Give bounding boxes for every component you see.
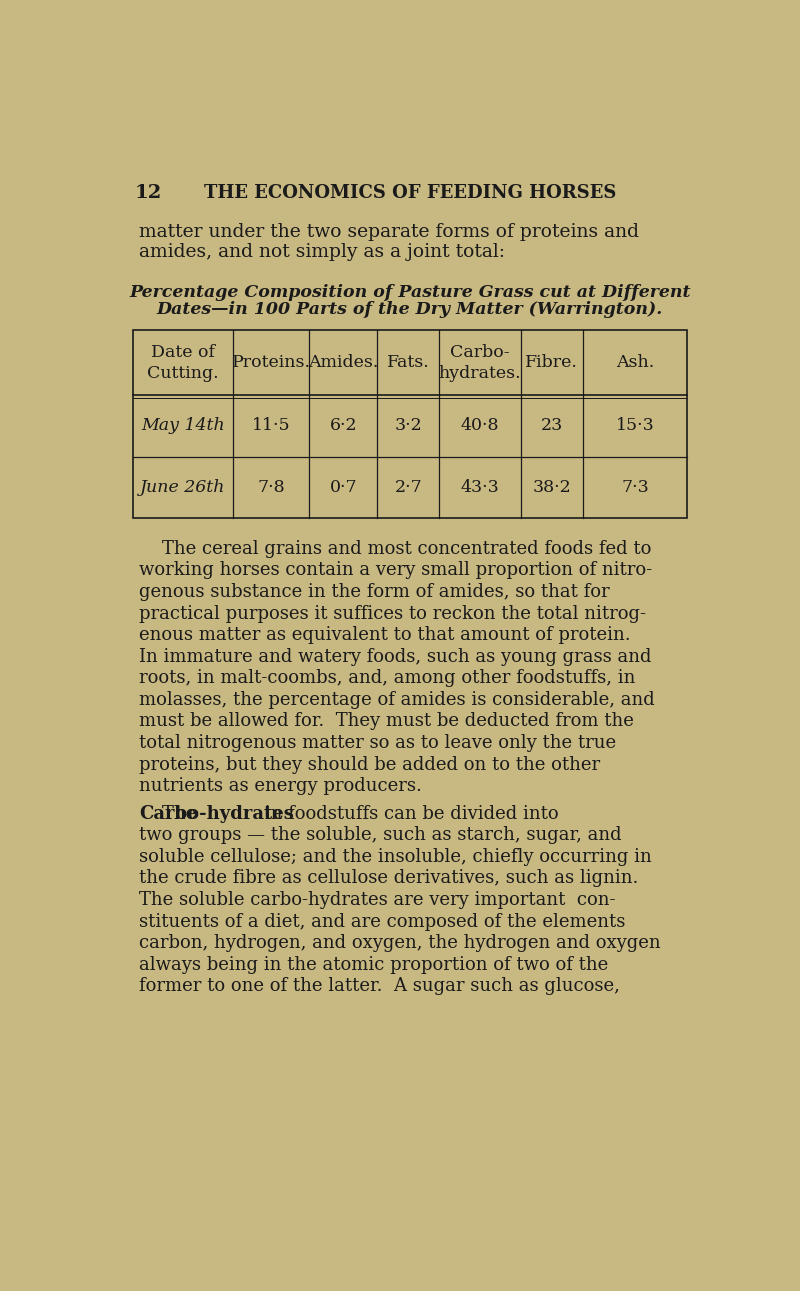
- Text: 6·2: 6·2: [330, 417, 357, 435]
- Text: The soluble carbo-hydrates are very important  con-: The soluble carbo-hydrates are very impo…: [138, 891, 615, 909]
- Text: 0·7: 0·7: [330, 479, 357, 496]
- Text: 15·3: 15·3: [616, 417, 654, 435]
- Text: 11·5: 11·5: [252, 417, 290, 435]
- Text: stituents of a diet, and are composed of the elements: stituents of a diet, and are composed of…: [138, 913, 625, 931]
- Text: 7·8: 7·8: [258, 479, 285, 496]
- Text: amides, and not simply as a joint total:: amides, and not simply as a joint total:: [138, 244, 505, 262]
- Text: The cereal grains and most concentrated foods fed to: The cereal grains and most concentrated …: [138, 540, 651, 558]
- Text: 2·7: 2·7: [394, 479, 422, 496]
- Text: roots, in malt-coombs, and, among other foodstuffs, in: roots, in malt-coombs, and, among other …: [138, 669, 635, 687]
- Text: Fats.: Fats.: [387, 354, 430, 372]
- Text: 38·2: 38·2: [533, 479, 571, 496]
- Bar: [133, 330, 687, 519]
- Text: enous matter as equivalent to that amount of protein.: enous matter as equivalent to that amoun…: [138, 626, 630, 644]
- Text: Dates—in 100 Parts of the Dry Matter (Warrington).: Dates—in 100 Parts of the Dry Matter (Wa…: [157, 301, 663, 318]
- Text: 7·3: 7·3: [622, 479, 649, 496]
- Text: In immature and watery foods, such as young grass and: In immature and watery foods, such as yo…: [138, 648, 651, 666]
- Text: nutrients as energy producers.: nutrients as energy producers.: [138, 777, 422, 795]
- Text: soluble cellulose; and the insoluble, chiefly occurring in: soluble cellulose; and the insoluble, ch…: [138, 848, 651, 866]
- Text: June 26th: June 26th: [140, 479, 226, 496]
- Text: 23: 23: [541, 417, 563, 435]
- Text: molasses, the percentage of amides is considerable, and: molasses, the percentage of amides is co…: [138, 691, 654, 709]
- Text: Carbo-
hydrates.: Carbo- hydrates.: [439, 343, 522, 382]
- Text: Ash.: Ash.: [616, 354, 654, 372]
- Text: matter under the two separate forms of proteins and: matter under the two separate forms of p…: [138, 222, 638, 240]
- Text: 43·3: 43·3: [461, 479, 499, 496]
- Text: May 14th: May 14th: [141, 417, 225, 435]
- Text: in foodstuffs can be divided into: in foodstuffs can be divided into: [258, 804, 558, 822]
- Text: 3·2: 3·2: [394, 417, 422, 435]
- Text: proteins, but they should be added on to the other: proteins, but they should be added on to…: [138, 755, 600, 773]
- Text: always being in the atomic proportion of two of the: always being in the atomic proportion of…: [138, 955, 608, 973]
- Text: working horses contain a very small proportion of nitro-: working horses contain a very small prop…: [138, 562, 652, 580]
- Text: THE ECONOMICS OF FEEDING HORSES: THE ECONOMICS OF FEEDING HORSES: [204, 185, 616, 203]
- Text: Proteins.: Proteins.: [232, 354, 310, 372]
- Text: genous substance in the form of amides, so that for: genous substance in the form of amides, …: [138, 584, 610, 602]
- Text: total nitrogenous matter so as to leave only the true: total nitrogenous matter so as to leave …: [138, 735, 616, 751]
- Text: The: The: [138, 804, 202, 822]
- Text: Amides.: Amides.: [308, 354, 378, 372]
- Text: two groups — the soluble, such as starch, sugar, and: two groups — the soluble, such as starch…: [138, 826, 622, 844]
- Text: carbon, hydrogen, and oxygen, the hydrogen and oxygen: carbon, hydrogen, and oxygen, the hydrog…: [138, 935, 660, 953]
- Text: Date of
Cutting.: Date of Cutting.: [147, 343, 218, 382]
- Text: Percentage Composition of Pasture Grass cut at Different: Percentage Composition of Pasture Grass …: [130, 284, 690, 301]
- Text: Carbo-hydrates: Carbo-hydrates: [138, 804, 294, 822]
- Text: the crude fibre as cellulose derivatives, such as lignin.: the crude fibre as cellulose derivatives…: [138, 869, 638, 887]
- Text: 40·8: 40·8: [461, 417, 499, 435]
- Text: practical purposes it suffices to reckon the total nitrog-: practical purposes it suffices to reckon…: [138, 604, 646, 622]
- Text: 12: 12: [135, 185, 162, 203]
- Text: must be allowed for.  They must be deducted from the: must be allowed for. They must be deduct…: [138, 713, 634, 731]
- Text: Fibre.: Fibre.: [526, 354, 578, 372]
- Text: former to one of the latter.  A sugar such as glucose,: former to one of the latter. A sugar suc…: [138, 977, 620, 995]
